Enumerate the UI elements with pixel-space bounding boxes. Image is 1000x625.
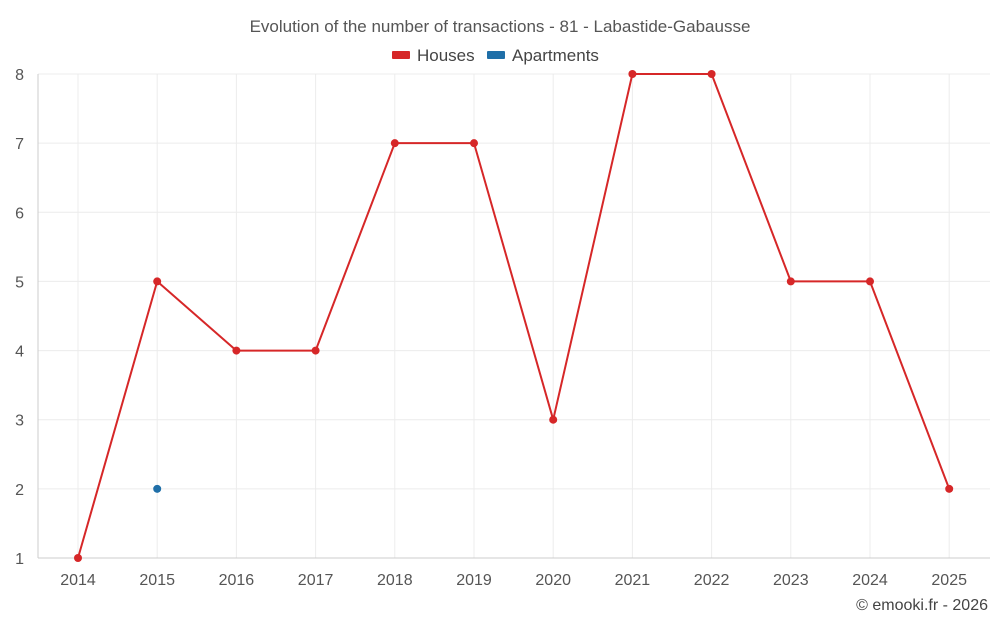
series-line-houses bbox=[77, 73, 951, 559]
x-tick-label: 2020 bbox=[535, 572, 571, 589]
data-point-houses[interactable] bbox=[549, 415, 558, 424]
legend-label-houses: Houses bbox=[417, 46, 475, 65]
y-tick-label: 4 bbox=[15, 344, 24, 361]
y-tick-label: 6 bbox=[15, 205, 24, 222]
data-point-houses[interactable] bbox=[390, 139, 399, 148]
legend: Houses Apartments bbox=[392, 46, 599, 65]
data-point-houses[interactable] bbox=[628, 70, 637, 78]
x-tick-label: 2016 bbox=[219, 572, 255, 589]
data-point-houses[interactable] bbox=[311, 346, 320, 355]
x-tick-label: 2018 bbox=[377, 572, 413, 589]
data-point-houses[interactable] bbox=[470, 139, 478, 148]
legend-item-apartments[interactable]: Apartments bbox=[487, 46, 599, 65]
x-tick-label: 2017 bbox=[298, 572, 334, 589]
y-tick-label: 8 bbox=[15, 67, 24, 84]
series-layer bbox=[74, 70, 954, 562]
series-houses bbox=[74, 70, 954, 562]
data-point-houses[interactable] bbox=[74, 554, 82, 562]
x-tick-label: 2019 bbox=[456, 572, 492, 589]
grid bbox=[38, 73, 990, 558]
legend-swatch-apartments bbox=[487, 51, 505, 59]
data-point-houses[interactable] bbox=[866, 277, 874, 286]
x-tick-label: 2025 bbox=[931, 572, 967, 589]
x-tick-label: 2015 bbox=[139, 572, 175, 589]
legend-item-houses[interactable]: Houses bbox=[392, 46, 475, 65]
data-point-houses[interactable] bbox=[232, 346, 241, 355]
y-tick-label: 3 bbox=[15, 413, 24, 430]
data-point-houses[interactable] bbox=[786, 277, 795, 286]
data-point-houses[interactable] bbox=[153, 277, 162, 286]
y-tick-label: 5 bbox=[15, 274, 24, 291]
x-tick-label: 2022 bbox=[694, 572, 730, 589]
y-tick-label: 1 bbox=[15, 551, 24, 568]
axes: 1 2 3 4 5 6 7 8 2014 2015 2016 2017 2018 2019 2020 2021… bbox=[15, 67, 990, 589]
credit-text: © emooki.fr - 2026 bbox=[856, 597, 988, 614]
y-tick-label: 2 bbox=[15, 482, 24, 499]
y-tick-label: 7 bbox=[15, 136, 24, 153]
chart-title: Evolution of the number of transactions … bbox=[250, 17, 751, 36]
data-point-houses[interactable] bbox=[707, 70, 716, 78]
x-tick-label: 2014 bbox=[60, 572, 96, 589]
legend-swatch-houses bbox=[392, 51, 410, 59]
data-point-houses[interactable] bbox=[945, 484, 954, 493]
data-point-apartments[interactable] bbox=[153, 484, 162, 493]
x-tick-label: 2023 bbox=[773, 572, 809, 589]
legend-label-apartments: Apartments bbox=[512, 46, 599, 65]
x-tick-label: 2024 bbox=[852, 572, 888, 589]
series-apartments bbox=[153, 484, 162, 493]
x-tick-label: 2021 bbox=[615, 572, 651, 589]
